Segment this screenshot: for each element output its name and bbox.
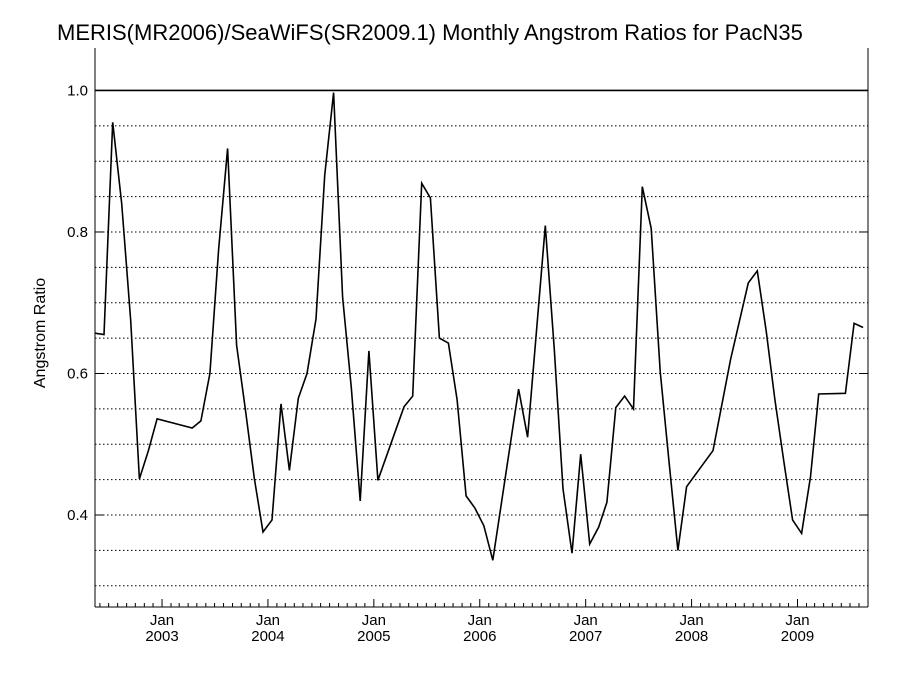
x-tick-label-month: Jan [679,612,703,629]
y-axis-label: Angstrom Ratio [32,278,49,388]
series-line [94,92,864,561]
x-tick-label-year: 2008 [675,628,708,645]
x-tick-label-month: Jan [150,612,174,629]
y-axis-ticks: 0.4 0.6 0.8 1.0 [67,82,868,524]
x-tick-label-year: 2004 [251,628,284,645]
x-tick-label-year: 2009 [781,628,814,645]
x-tick-label-month: Jan [256,612,280,629]
x-tick-label-year: 2007 [569,628,602,645]
x-tick-label-year: 2003 [145,628,178,645]
y-tick-label: 0.6 [67,365,88,382]
x-axis-ticks: Jan2003Jan2004Jan2005Jan2006Jan2007Jan20… [99,599,869,645]
y-tick-label: 0.4 [67,507,88,524]
series-group [94,92,864,561]
y-tick-label: 0.8 [67,224,88,241]
x-tick-label-year: 2006 [463,628,496,645]
x-tick-label-month: Jan [785,612,809,629]
chart-title: MERIS(MR2006)/SeaWiFS(SR2009.1) Monthly … [57,20,803,45]
gridlines [95,125,868,587]
axes [94,48,869,608]
x-tick-label-month: Jan [574,612,598,629]
y-tick-label: 1.0 [67,82,88,99]
x-tick-label-month: Jan [362,612,386,629]
x-tick-label-month: Jan [468,612,492,629]
x-tick-label-year: 2005 [357,628,390,645]
